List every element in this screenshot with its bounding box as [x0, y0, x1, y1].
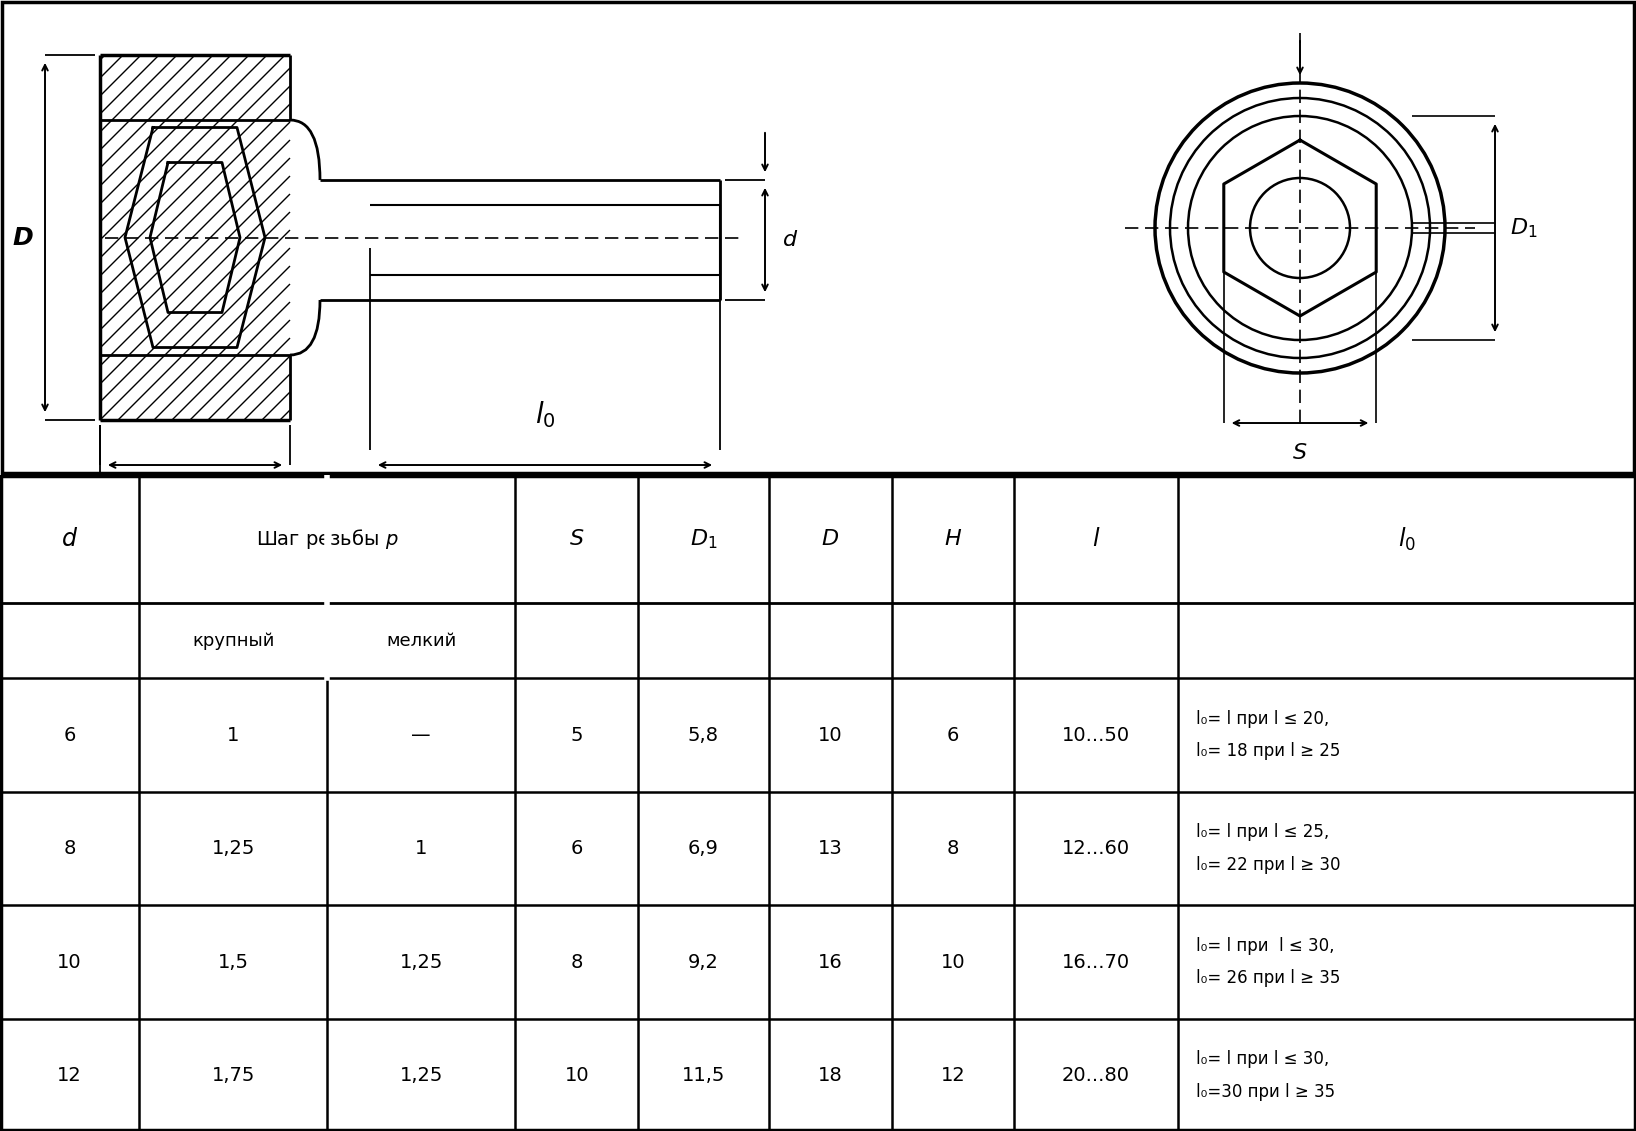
- Text: 12: 12: [57, 1067, 82, 1085]
- Text: $D$: $D$: [821, 529, 839, 549]
- Text: Шаг резьбы $p$: Шаг резьбы $p$: [255, 527, 399, 551]
- Text: $H$: $H$: [944, 529, 962, 549]
- Text: 1,5: 1,5: [218, 952, 249, 972]
- Text: 1: 1: [227, 726, 239, 744]
- Text: H: H: [187, 485, 203, 506]
- Text: D: D: [13, 225, 33, 250]
- Text: d: d: [784, 230, 797, 250]
- Text: 16...70: 16...70: [1062, 952, 1130, 972]
- Text: 12...60: 12...60: [1062, 839, 1130, 858]
- Text: $l$: $l$: [445, 535, 455, 564]
- Text: l₀= l при l ≤ 20,: l₀= l при l ≤ 20,: [1196, 710, 1328, 728]
- Text: $D_1$: $D_1$: [1510, 216, 1538, 240]
- Text: 1: 1: [416, 839, 427, 858]
- Bar: [100, 55, 290, 420]
- Text: $l_0$: $l_0$: [1397, 526, 1417, 553]
- Text: 1,75: 1,75: [211, 1067, 255, 1085]
- Text: 10: 10: [818, 726, 843, 744]
- Text: 1,25: 1,25: [399, 952, 443, 972]
- Text: 6: 6: [947, 726, 959, 744]
- Text: 6: 6: [571, 839, 582, 858]
- Text: 20...80: 20...80: [1062, 1067, 1130, 1085]
- Text: 10: 10: [57, 952, 82, 972]
- Text: $S$: $S$: [569, 529, 584, 549]
- Text: $l_0$: $l_0$: [535, 399, 555, 430]
- Text: l₀= 22 при l ≥ 30: l₀= 22 при l ≥ 30: [1196, 856, 1340, 874]
- Text: l₀= l при l ≤ 25,: l₀= l при l ≤ 25,: [1196, 823, 1328, 841]
- Text: 9,2: 9,2: [689, 952, 718, 972]
- Text: 13: 13: [818, 839, 843, 858]
- Text: 5,8: 5,8: [689, 726, 718, 744]
- Text: 16: 16: [818, 952, 843, 972]
- Text: 8: 8: [947, 839, 959, 858]
- Text: l₀=30 при l ≥ 35: l₀=30 при l ≥ 35: [1196, 1082, 1335, 1100]
- Text: 6: 6: [64, 726, 75, 744]
- Text: 8: 8: [64, 839, 75, 858]
- Text: $d$: $d$: [61, 527, 79, 551]
- Text: 10: 10: [941, 952, 965, 972]
- Text: мм: мм: [800, 506, 831, 525]
- Text: 1,25: 1,25: [211, 839, 255, 858]
- Text: l₀= l при l ≤ 30,: l₀= l при l ≤ 30,: [1196, 1051, 1328, 1069]
- Text: 5: 5: [571, 726, 582, 744]
- Text: l₀= l при  l ≤ 30,: l₀= l при l ≤ 30,: [1196, 936, 1335, 955]
- Text: $D_1$: $D_1$: [690, 527, 717, 551]
- Text: крупный: крупный: [191, 631, 275, 649]
- Text: 18: 18: [818, 1067, 843, 1085]
- Text: l₀= 18 при l ≥ 25: l₀= 18 при l ≥ 25: [1196, 742, 1340, 760]
- Text: 10: 10: [564, 1067, 589, 1085]
- Text: 1,25: 1,25: [399, 1067, 443, 1085]
- Text: 12: 12: [941, 1067, 965, 1085]
- Text: $l$: $l$: [1091, 527, 1101, 551]
- Text: l₀= 26 при l ≥ 35: l₀= 26 при l ≥ 35: [1196, 969, 1340, 987]
- Text: 8: 8: [571, 952, 582, 972]
- Text: 6,9: 6,9: [689, 839, 718, 858]
- Text: 11,5: 11,5: [682, 1067, 725, 1085]
- Text: 10...50: 10...50: [1062, 726, 1130, 744]
- Text: —: —: [412, 726, 430, 744]
- Text: S: S: [1292, 443, 1307, 463]
- Text: мелкий: мелкий: [386, 631, 456, 649]
